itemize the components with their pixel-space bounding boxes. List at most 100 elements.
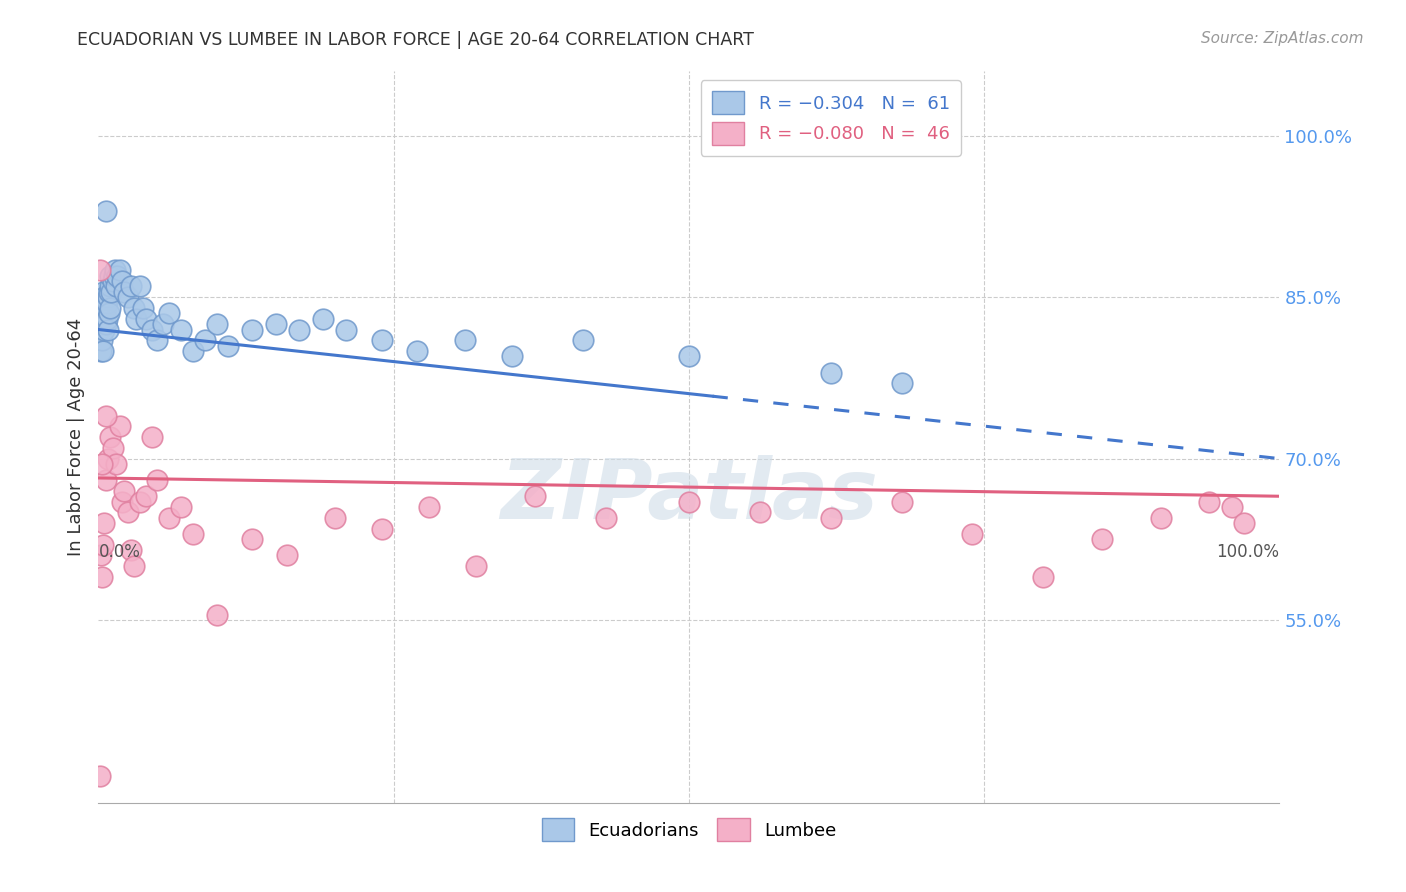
Point (90, 317, 112, 331)
Point (1198, 494, 1220, 508)
Point (112, 483, 135, 498)
Point (157, 306, 180, 320)
Text: 0.0%: 0.0% (98, 543, 141, 561)
Point (111, 494, 134, 508)
Point (820, 366, 842, 380)
Point (135, 311, 157, 326)
Point (101, 441, 124, 455)
Point (89, 769, 111, 783)
Point (101, 274, 124, 288)
Point (890, 494, 912, 508)
Point (105, 457, 128, 471)
Point (194, 333, 217, 347)
Point (98, 279, 121, 293)
Point (121, 543, 143, 558)
Point (323, 510, 346, 524)
Point (135, 489, 157, 503)
Point (820, 510, 842, 524)
Point (748, 505, 770, 519)
Text: ECUADORIAN VS LUMBEE IN LABOR FORCE | AGE 20-64 CORRELATION CHART: ECUADORIAN VS LUMBEE IN LABOR FORCE | AG… (77, 31, 754, 49)
Point (152, 317, 174, 331)
Point (91, 311, 114, 326)
Point (103, 268, 125, 283)
Point (465, 559, 488, 574)
Point (132, 301, 155, 315)
Point (453, 333, 475, 347)
Point (170, 322, 193, 336)
Point (112, 285, 135, 299)
Point (125, 311, 148, 326)
Point (100, 285, 122, 299)
Point (91, 301, 114, 315)
Point (406, 344, 429, 359)
Point (205, 317, 228, 331)
Point (93, 290, 115, 304)
Point (240, 322, 263, 336)
Point (146, 333, 169, 347)
Point (121, 279, 143, 293)
Point (571, 333, 593, 347)
Text: ZIPatlas: ZIPatlas (501, 455, 877, 536)
Point (97, 451, 120, 466)
Point (98, 301, 121, 315)
Point (93, 322, 115, 336)
Text: Source: ZipAtlas.com: Source: ZipAtlas.com (1201, 31, 1364, 46)
Point (96, 311, 118, 326)
Point (98, 306, 121, 320)
Point (1091, 533, 1114, 547)
Point (91, 457, 114, 471)
Legend: Ecuadorians, Lumbee: Ecuadorians, Lumbee (534, 811, 844, 848)
Point (104, 263, 127, 277)
Point (157, 510, 180, 524)
Point (501, 350, 523, 364)
Point (97, 322, 120, 336)
Y-axis label: In Labor Force | Age 20-64: In Labor Force | Age 20-64 (66, 318, 84, 557)
Point (108, 419, 131, 434)
Point (94, 473, 117, 487)
Point (91, 285, 114, 299)
Point (595, 510, 617, 524)
Point (170, 500, 193, 514)
Point (122, 301, 145, 315)
Point (90, 344, 112, 359)
Point (890, 376, 912, 391)
Point (97, 290, 120, 304)
Point (108, 263, 131, 277)
Point (128, 494, 150, 508)
Point (217, 338, 239, 352)
Point (90, 549, 112, 563)
Point (105, 268, 128, 283)
Point (1032, 570, 1054, 584)
Point (91, 570, 114, 584)
Point (94, 301, 117, 315)
Point (678, 494, 700, 508)
Point (94, 409, 117, 423)
Point (94, 204, 117, 219)
Point (418, 500, 440, 514)
Point (141, 322, 163, 336)
Point (240, 533, 263, 547)
Point (89, 263, 111, 277)
Point (94, 317, 117, 331)
Point (1220, 500, 1243, 514)
Point (98, 268, 121, 283)
Point (288, 322, 311, 336)
Point (96, 295, 118, 310)
Point (335, 322, 357, 336)
Point (98, 285, 121, 299)
Point (181, 344, 204, 359)
Point (98, 430, 121, 444)
Point (1150, 510, 1173, 524)
Point (91, 333, 114, 347)
Point (276, 549, 298, 563)
Point (141, 430, 163, 444)
Point (128, 279, 150, 293)
Point (264, 317, 287, 331)
Point (962, 527, 984, 541)
Point (205, 607, 228, 622)
Text: 100.0%: 100.0% (1216, 543, 1279, 561)
Point (111, 274, 134, 288)
Point (91, 344, 114, 359)
Point (371, 333, 394, 347)
Point (93, 516, 115, 530)
